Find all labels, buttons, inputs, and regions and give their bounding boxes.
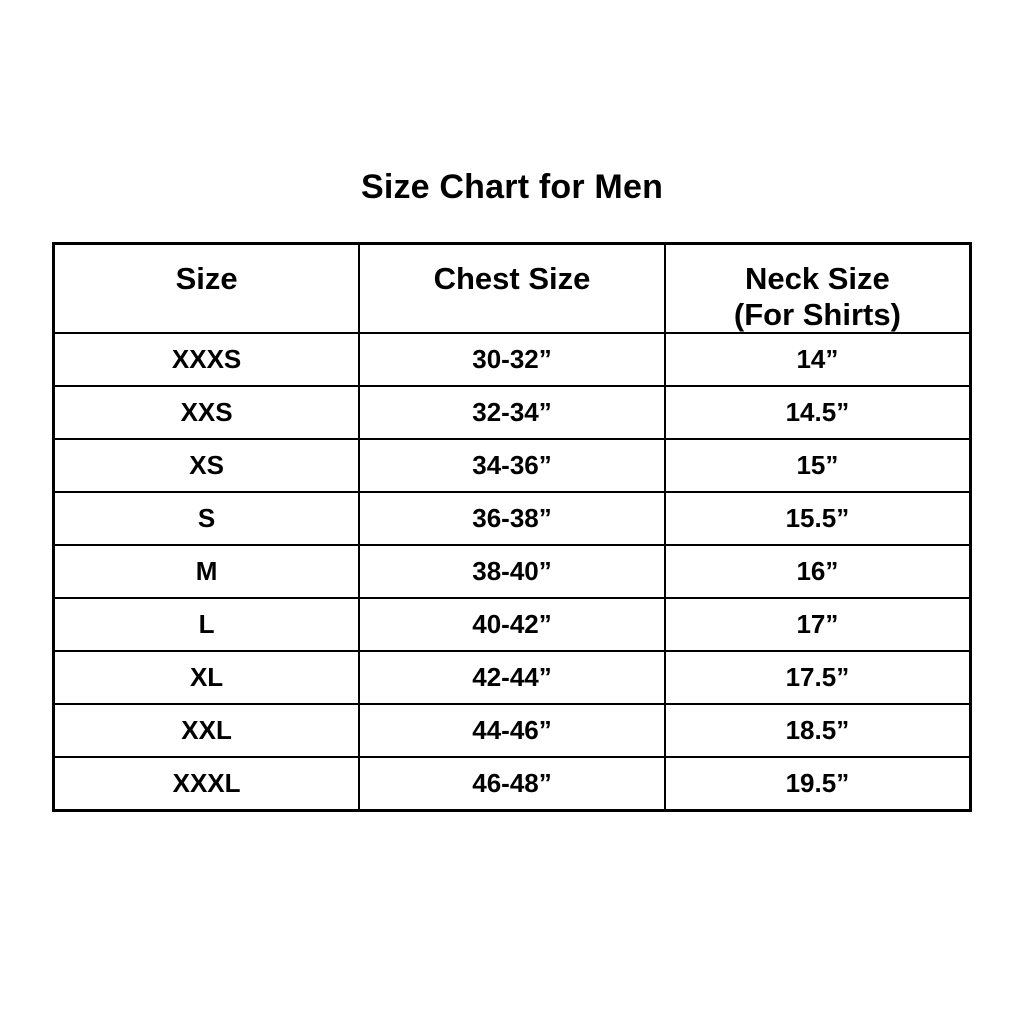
- size-cell: L: [52, 597, 361, 653]
- neck-size-cell: 17”: [663, 597, 972, 653]
- column-header-neck-size-label: Neck Size: [745, 261, 890, 296]
- size-cell: M: [52, 544, 361, 600]
- neck-size-cell: 18.5”: [663, 703, 972, 759]
- size-cell: XS: [52, 438, 361, 494]
- table-row: XXXS 30-32” 14”: [52, 332, 972, 388]
- table-row: XL 42-44” 17.5”: [52, 650, 972, 706]
- page-title: Size Chart for Men: [360, 168, 664, 206]
- table-row: M 38-40” 16”: [52, 544, 972, 600]
- neck-size-cell: 19.5”: [663, 756, 972, 812]
- table-row: XXL 44-46” 18.5”: [52, 703, 972, 759]
- size-cell: XXXL: [52, 756, 361, 812]
- column-header-size-label: Size: [175, 261, 238, 296]
- neck-size-cell: 15”: [663, 438, 972, 494]
- neck-size-cell: 14.5”: [663, 385, 972, 441]
- chest-size-cell: 46-48”: [358, 756, 666, 812]
- chest-size-cell: 44-46”: [358, 703, 666, 759]
- header-row: Size Chest Size Neck Size (For Shirts): [52, 242, 972, 335]
- table-row: S 36-38” 15.5”: [52, 491, 972, 547]
- size-cell: XXL: [52, 703, 361, 759]
- chest-size-cell: 34-36”: [358, 438, 666, 494]
- column-header-neck-size: Neck Size (For Shirts): [663, 242, 972, 335]
- neck-size-cell: 16”: [663, 544, 972, 600]
- chest-size-cell: 30-32”: [358, 332, 666, 388]
- neck-size-cell: 15.5”: [663, 491, 972, 547]
- chest-size-cell: 42-44”: [358, 650, 666, 706]
- size-cell: XXXS: [52, 332, 361, 388]
- neck-size-cell: 14”: [663, 332, 972, 388]
- table-row: L 40-42” 17”: [52, 597, 972, 653]
- table-row: XXXL 46-48” 19.5”: [52, 756, 972, 812]
- column-header-chest-size: Chest Size: [358, 242, 666, 335]
- size-cell: XXS: [52, 385, 361, 441]
- table-row: XS 34-36” 15”: [52, 438, 972, 494]
- chest-size-cell: 38-40”: [358, 544, 666, 600]
- column-header-size: Size: [52, 242, 361, 335]
- table-row: XXS 32-34” 14.5”: [52, 385, 972, 441]
- column-header-chest-size-label: Chest Size: [433, 261, 591, 296]
- chest-size-cell: 36-38”: [358, 491, 666, 547]
- size-cell: XL: [52, 650, 361, 706]
- chest-size-cell: 40-42”: [358, 597, 666, 653]
- size-chart-table: Size Chest Size Neck Size (For Shirts) X…: [52, 242, 972, 812]
- table-header: Size Chest Size Neck Size (For Shirts): [52, 242, 972, 335]
- table-body: XXXS 30-32” 14” XXS 32-34” 14.5” XS 34-3…: [52, 332, 972, 812]
- size-cell: S: [52, 491, 361, 547]
- chest-size-cell: 32-34”: [358, 385, 666, 441]
- neck-size-cell: 17.5”: [663, 650, 972, 706]
- column-header-neck-size-sublabel: (For Shirts): [733, 296, 901, 332]
